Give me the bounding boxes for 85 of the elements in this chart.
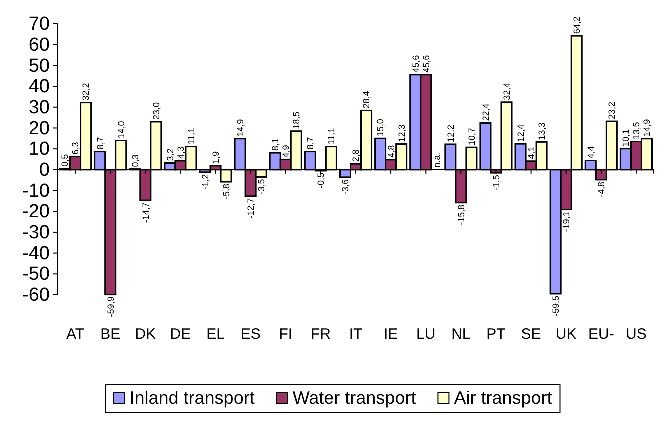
- data-label: 45,6: [421, 55, 432, 73]
- y-tick-label: 40: [28, 76, 50, 98]
- x-tick-label: ES: [240, 326, 261, 343]
- data-label: 12,4: [516, 124, 526, 142]
- data-label: 14,9: [642, 119, 652, 137]
- data-label: 0,3: [130, 154, 140, 168]
- x-tick-label: DK: [135, 326, 156, 343]
- legend-label: Water transport: [292, 388, 416, 408]
- data-label: -1,5: [491, 175, 502, 191]
- legend-label: Inland transport: [130, 388, 255, 408]
- y-tick-label: 50: [28, 56, 50, 77]
- data-label: -5,8: [221, 184, 232, 200]
- x-tick-label: LU: [416, 326, 436, 343]
- data-label: 15,0: [376, 119, 386, 137]
- data-label: 23,0: [151, 102, 162, 120]
- data-label: 64,2: [572, 16, 582, 34]
- x-tick-label: IE: [384, 326, 398, 343]
- data-label: 18,5: [292, 112, 302, 130]
- data-label: 32,4: [502, 82, 512, 100]
- data-label: 12,2: [446, 124, 456, 142]
- x-tick-label: IT: [349, 326, 363, 343]
- y-tick-label: 60: [28, 34, 50, 56]
- y-tick-label: 20: [28, 118, 50, 140]
- data-label: 28,4: [362, 91, 372, 109]
- data-label: -59,5: [551, 296, 562, 316]
- x-tick-label: AT: [66, 326, 85, 343]
- x-tick-label: EL: [206, 326, 225, 343]
- y-tick-label: -40: [22, 243, 50, 264]
- x-tick-label: FI: [279, 326, 293, 343]
- data-label: 11,1: [186, 128, 196, 145]
- data-label: 22,4: [480, 104, 491, 122]
- data-label: 6,3: [70, 142, 81, 155]
- y-tick-label: -20: [22, 202, 50, 223]
- x-tick-label: NL: [452, 326, 471, 343]
- y-tick-label: -60: [22, 285, 50, 306]
- data-label: 14,0: [116, 121, 126, 139]
- data-label: 12,3: [396, 124, 407, 142]
- x-tick-label: SE: [521, 326, 542, 343]
- data-label: 2,8: [351, 150, 362, 162]
- data-label: 8,1: [270, 138, 281, 152]
- data-label: 8,7: [306, 137, 316, 150]
- data-label: 4,9: [281, 145, 292, 158]
- x-tick-label: EU-: [588, 326, 614, 343]
- x-tick-label: FR: [310, 326, 332, 343]
- data-label: 4,8: [386, 145, 396, 158]
- data-label: -19,1: [562, 212, 572, 232]
- data-label: -3,6: [340, 179, 351, 195]
- data-label: 10,1: [621, 129, 632, 147]
- data-label: 4,3: [176, 146, 186, 159]
- data-label: 13,3: [537, 122, 548, 140]
- legend-label: Air transport: [454, 388, 552, 408]
- data-label: 11,1: [326, 128, 337, 145]
- data-label: 45,6: [410, 55, 421, 73]
- y-tick-label: 0: [39, 160, 50, 182]
- data-label: 3,2: [165, 148, 176, 162]
- data-label: 1,9: [210, 151, 221, 164]
- x-tick-label: DE: [170, 326, 192, 343]
- x-tick-label: BE: [100, 326, 121, 343]
- data-label: -59,9: [106, 296, 116, 318]
- y-tick-label: -10: [22, 180, 50, 202]
- data-label: -15,8: [456, 204, 466, 226]
- x-tick-label: US: [626, 326, 647, 343]
- data-label: 14,9: [236, 119, 246, 137]
- x-tick-label: PT: [486, 326, 506, 343]
- y-tick-label: 70: [28, 14, 50, 36]
- x-tick-label: UK: [556, 326, 577, 343]
- data-label: 8,7: [95, 137, 106, 150]
- data-label: -14,7: [140, 202, 151, 224]
- y-tick-label: 10: [28, 139, 50, 160]
- text: n.a.: [432, 152, 442, 168]
- data-label: -1,2: [200, 174, 210, 190]
- data-label: 13,5: [632, 122, 642, 140]
- data-label: -12,7: [246, 198, 256, 219]
- data-label: 10,7: [466, 128, 477, 146]
- data-label: 32,2: [81, 83, 92, 101]
- y-tick-label: 30: [28, 97, 50, 118]
- y-tick-label: -30: [22, 222, 50, 244]
- data-label: 23,2: [607, 102, 618, 120]
- data-label: 4,1: [526, 146, 536, 160]
- data-label: 4,4: [586, 146, 596, 159]
- data-label: 0,5: [60, 154, 70, 167]
- data-label: -4,8: [596, 182, 607, 198]
- data-label: -3,5: [256, 179, 267, 195]
- y-tick-label: -50: [22, 264, 50, 286]
- data-label: -0,5: [316, 172, 326, 188]
